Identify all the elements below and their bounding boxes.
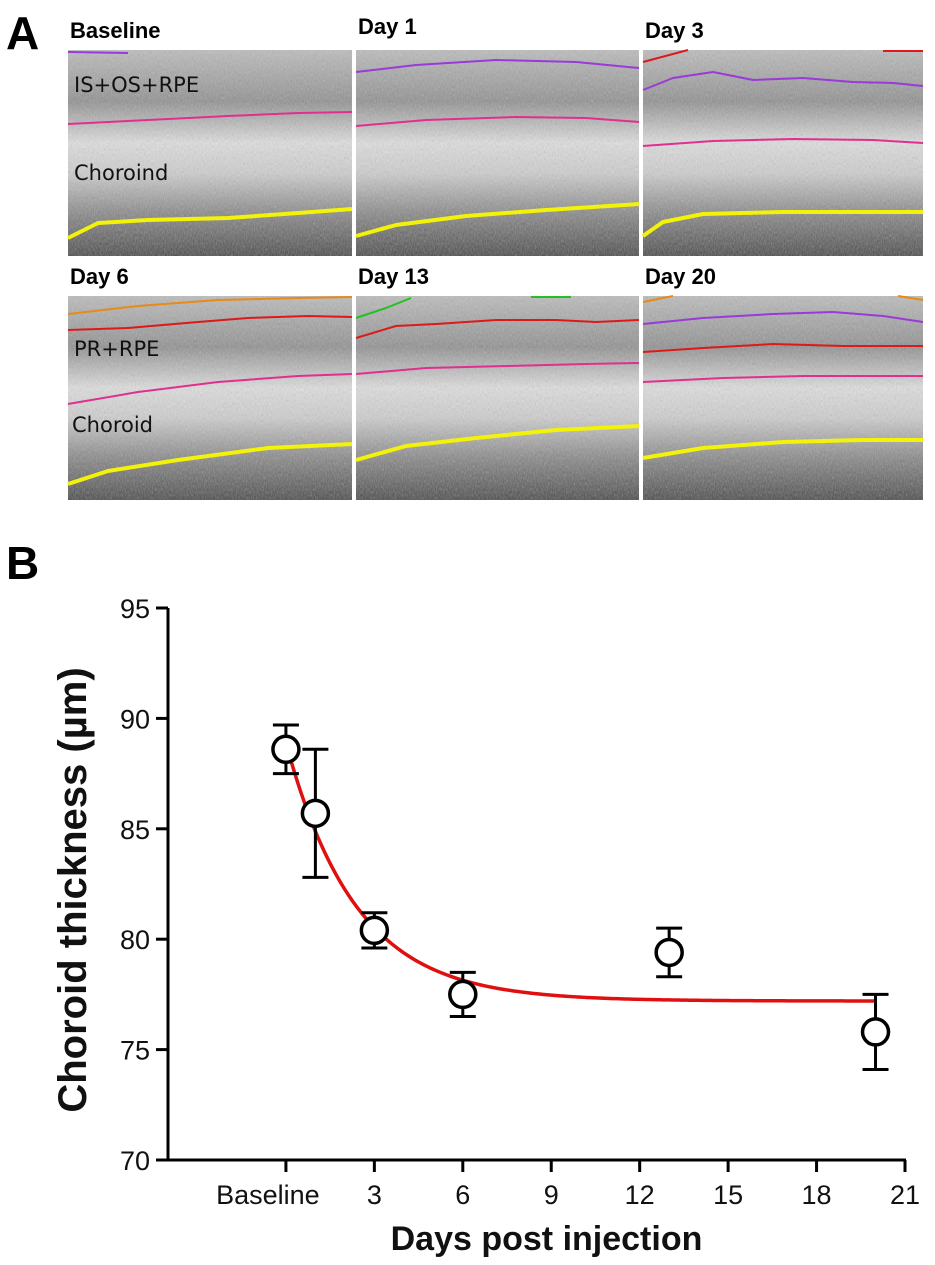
segmentation-boundary-line bbox=[642, 71, 924, 91]
x-tick-label: 12 bbox=[625, 1180, 655, 1210]
oct-speckle-texture bbox=[356, 296, 639, 500]
segmentation-boundary-line bbox=[67, 442, 353, 486]
y-axis-title: Choroid thickness (µm) bbox=[51, 667, 95, 1112]
oct-layer-label: IS+OS+RPE bbox=[74, 73, 199, 97]
panel-b-letter: B bbox=[6, 537, 40, 589]
y-tick-label: 70 bbox=[120, 1146, 150, 1176]
data-point-group bbox=[271, 723, 301, 776]
y-tick-label: 90 bbox=[120, 704, 150, 734]
oct-panel-title: Baseline bbox=[70, 18, 161, 43]
data-point-group bbox=[359, 911, 390, 950]
oct-speckle-texture bbox=[643, 50, 923, 256]
oct-panel-title: Day 20 bbox=[645, 264, 716, 289]
segmentation-boundary-line bbox=[642, 438, 923, 460]
x-tick-label: 18 bbox=[802, 1180, 832, 1210]
y-tick-label: 80 bbox=[120, 925, 150, 955]
chart-axes: 70 75 80 85 90 95 Baseline 3 6 9 12 15 18 21 bbox=[120, 594, 920, 1210]
x-tick-label: 3 bbox=[367, 1180, 382, 1210]
oct-panel: Baseline IS+OS+RPE Choroind bbox=[67, 18, 353, 256]
segmentation-boundary-line bbox=[642, 343, 923, 353]
segmentation-boundary-line bbox=[355, 116, 640, 127]
y-tick-label: 85 bbox=[120, 815, 150, 845]
oct-layer-label: Choroind bbox=[74, 161, 168, 185]
oct-layer-label: Choroid bbox=[72, 413, 153, 437]
x-tick-label: 15 bbox=[713, 1180, 743, 1210]
segmentation-boundary-line bbox=[355, 362, 640, 375]
segmentation-boundary-line bbox=[67, 296, 353, 315]
oct-panel: Day 1 bbox=[355, 14, 640, 256]
segmentation-boundary-line bbox=[67, 207, 353, 240]
segmentation-boundary-line bbox=[355, 424, 640, 462]
oct-panel-title: Day 13 bbox=[358, 264, 429, 289]
oct-image-grid: Baseline IS+OS+RPE Choroind Day 1 Day 3 Day 6… bbox=[67, 14, 924, 500]
oct-panel-title: Day 1 bbox=[358, 14, 417, 39]
segmentation-boundary-line bbox=[897, 295, 924, 301]
x-tick-label: 6 bbox=[455, 1180, 470, 1210]
x-tick-label: 21 bbox=[890, 1180, 920, 1210]
segmentation-boundary-line bbox=[67, 315, 353, 331]
oct-panel: Day 6 PR+RPE Choroid bbox=[67, 264, 353, 500]
data-points-group bbox=[271, 723, 891, 1071]
segmentation-boundary-line bbox=[642, 138, 924, 147]
y-tick-label: 95 bbox=[120, 594, 150, 624]
segmentation-boundary-line bbox=[67, 373, 353, 405]
oct-panel-title: Day 3 bbox=[645, 18, 704, 43]
oct-speckle-texture bbox=[643, 296, 923, 500]
panel-a-letter: A bbox=[6, 7, 40, 59]
x-tick-label: Baseline bbox=[216, 1180, 320, 1210]
oct-speckle-texture bbox=[68, 296, 352, 500]
data-point-group bbox=[654, 926, 684, 979]
oct-panel: Day 3 bbox=[641, 18, 924, 256]
fit-curve bbox=[284, 742, 876, 1003]
data-point-group bbox=[300, 747, 331, 879]
oct-panel: Day 13 bbox=[355, 264, 640, 500]
segmentation-boundary-line bbox=[355, 59, 640, 73]
fit-curve-group bbox=[284, 742, 876, 1003]
data-point-group bbox=[448, 970, 478, 1018]
x-axis-title: Days post injection bbox=[391, 1220, 703, 1258]
oct-panel: Day 20 bbox=[642, 264, 924, 500]
data-point-marker bbox=[271, 734, 301, 765]
segmentation-boundary-line bbox=[355, 202, 640, 238]
data-point-group bbox=[860, 992, 891, 1071]
segmentation-boundary-line bbox=[642, 375, 923, 383]
y-tick-label: 75 bbox=[120, 1036, 150, 1066]
data-point-marker bbox=[300, 798, 331, 829]
segmentation-boundary-line bbox=[642, 295, 674, 303]
data-point-marker bbox=[359, 915, 390, 946]
segmentation-boundary-line bbox=[642, 49, 689, 63]
segmentation-boundary-line bbox=[355, 319, 640, 339]
segmentation-boundary-line bbox=[67, 111, 353, 125]
oct-panel-title: Day 6 bbox=[70, 264, 129, 289]
segmentation-boundary-line bbox=[67, 51, 129, 54]
oct-layer-label: PR+RPE bbox=[74, 337, 159, 361]
data-point-marker bbox=[860, 1017, 891, 1047]
data-point-marker bbox=[654, 937, 684, 968]
segmentation-boundary-line bbox=[641, 210, 923, 238]
oct-speckle-texture bbox=[356, 50, 639, 256]
segmentation-boundary-line bbox=[642, 311, 924, 325]
x-tick-label: 9 bbox=[544, 1180, 559, 1210]
data-point-marker bbox=[448, 979, 478, 1010]
segmentation-boundary-line bbox=[355, 297, 412, 319]
